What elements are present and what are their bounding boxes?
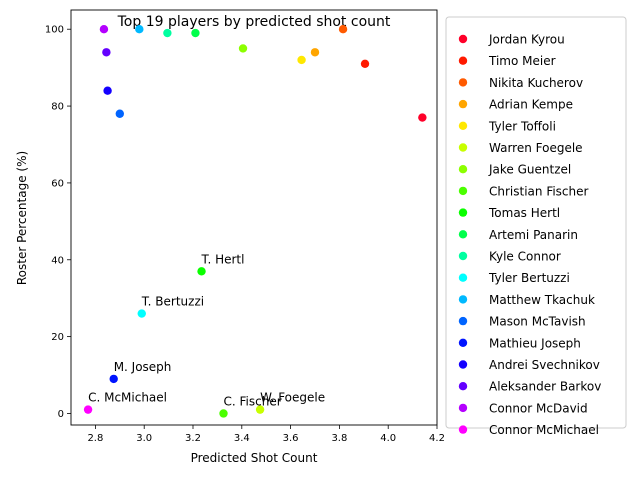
plot-frame (70, 9, 438, 426)
legend-entry: Adrian Kempe (489, 98, 573, 112)
x-tick-label: 3.6 (283, 433, 299, 444)
data-point (109, 374, 118, 384)
legend-marker (458, 56, 468, 65)
legend-marker (458, 273, 468, 282)
y-tick-label: 20 (51, 332, 64, 343)
data-point (360, 59, 370, 68)
legend-frame (445, 16, 627, 429)
legend-marker (458, 403, 468, 413)
x-tick-label: 2.8 (87, 433, 103, 444)
legend-entry: Tyler Toffoli (488, 119, 556, 133)
data-point (163, 28, 172, 38)
point-annotation: C. Fischer (224, 394, 282, 408)
legend-marker (458, 425, 468, 434)
data-point (197, 267, 206, 276)
x-tick-label: 3.2 (185, 433, 201, 444)
data-point (83, 405, 93, 414)
legend-items: Jordan Kyrou Timo Meier Nikita Kucherov Adr… (458, 33, 601, 437)
x-axis-label: Predicted Shot Count (191, 451, 318, 465)
legend-entry: Tyler Bertuzzi (488, 271, 570, 285)
data-point (418, 113, 427, 122)
legend-marker (458, 121, 468, 130)
legend-entry: Aleksander Barkov (489, 380, 601, 394)
legend-entry: Matthew Tkachuk (489, 293, 595, 307)
data-point (135, 25, 144, 34)
legend-marker (458, 208, 468, 217)
legend-entry: Connor McDavid (489, 401, 588, 415)
data-point (103, 86, 112, 95)
legend-marker (458, 360, 468, 369)
data-point (297, 55, 306, 65)
point-annotation: M. Joseph (114, 360, 172, 374)
legend-entry: Artemi Panarin (489, 228, 578, 242)
x-tick-label: 3.0 (136, 433, 152, 444)
x-tick-label: 3.4 (234, 433, 250, 444)
chart-title: Top 19 players by predicted shot count (117, 14, 391, 30)
legend-entry: Warren Foegele (489, 141, 583, 155)
y-tick-label: 40 (51, 255, 64, 266)
y-tick-label: 100 (45, 25, 64, 36)
plot-area: 2.8 3.0 3.2 3.4 3.6 3.8 4.0 4.2 0 20 40 60 80 100 W.… (45, 9, 445, 444)
legend-marker (458, 165, 468, 174)
y-axis-label: Roster Percentage (%) (15, 151, 29, 285)
legend-entry: Christian Fischer (489, 184, 589, 198)
legend-marker (458, 338, 468, 347)
legend-marker (458, 186, 468, 196)
point-annotation: W. Foegele (260, 391, 325, 405)
data-point (338, 25, 348, 34)
x-tick-label: 3.8 (331, 433, 347, 444)
y-tick-label: 80 (51, 102, 64, 113)
legend-entry: Jake Guentzel (488, 163, 571, 177)
x-axis-ticks: 2.8 3.0 3.2 3.4 3.6 3.8 4.0 4.2 (87, 425, 445, 444)
data-point (310, 48, 320, 57)
point-annotation: T. Bertuzzi (141, 295, 204, 309)
data-point (115, 109, 125, 118)
legend-entry: Tomas Hertl (488, 206, 560, 220)
point-annotation: C. McMichael (88, 391, 167, 405)
point-annotation: T. Hertl (201, 252, 245, 266)
legend-entry: Nikita Kucherov (489, 76, 583, 90)
data-point (219, 409, 228, 418)
x-tick-label: 4.0 (380, 433, 396, 444)
legend-marker (458, 34, 468, 44)
legend-marker (458, 99, 468, 109)
data-point (137, 309, 146, 318)
legend-marker (458, 251, 468, 261)
data-point (191, 28, 200, 38)
data-point (238, 44, 248, 53)
legend-entry: Jordan Kyrou (488, 33, 565, 47)
legend-entry: Connor McMichael (489, 423, 599, 437)
data-points (83, 25, 427, 418)
data-point (102, 48, 111, 57)
data-point (255, 405, 265, 414)
y-tick-label: 60 (51, 178, 64, 189)
legend-entry: Andrei Svechnikov (489, 358, 600, 372)
legend-marker (458, 78, 468, 87)
legend: Jordan Kyrou Timo Meier Nikita Kucherov Adr… (445, 16, 627, 437)
legend-entry: Timo Meier (488, 54, 556, 68)
legend-marker (458, 382, 468, 391)
y-axis-ticks: 0 20 40 60 80 100 (45, 25, 71, 420)
legend-marker (458, 143, 468, 152)
legend-entry: Kyle Connor (489, 250, 561, 264)
legend-marker (458, 230, 468, 239)
data-point (99, 25, 109, 34)
x-tick-label: 4.2 (429, 433, 445, 444)
legend-marker (458, 316, 468, 326)
legend-entry: Mason McTavish (489, 315, 586, 329)
legend-marker (458, 295, 468, 304)
y-tick-label: 0 (58, 409, 64, 420)
legend-entry: Mathieu Joseph (489, 336, 581, 350)
